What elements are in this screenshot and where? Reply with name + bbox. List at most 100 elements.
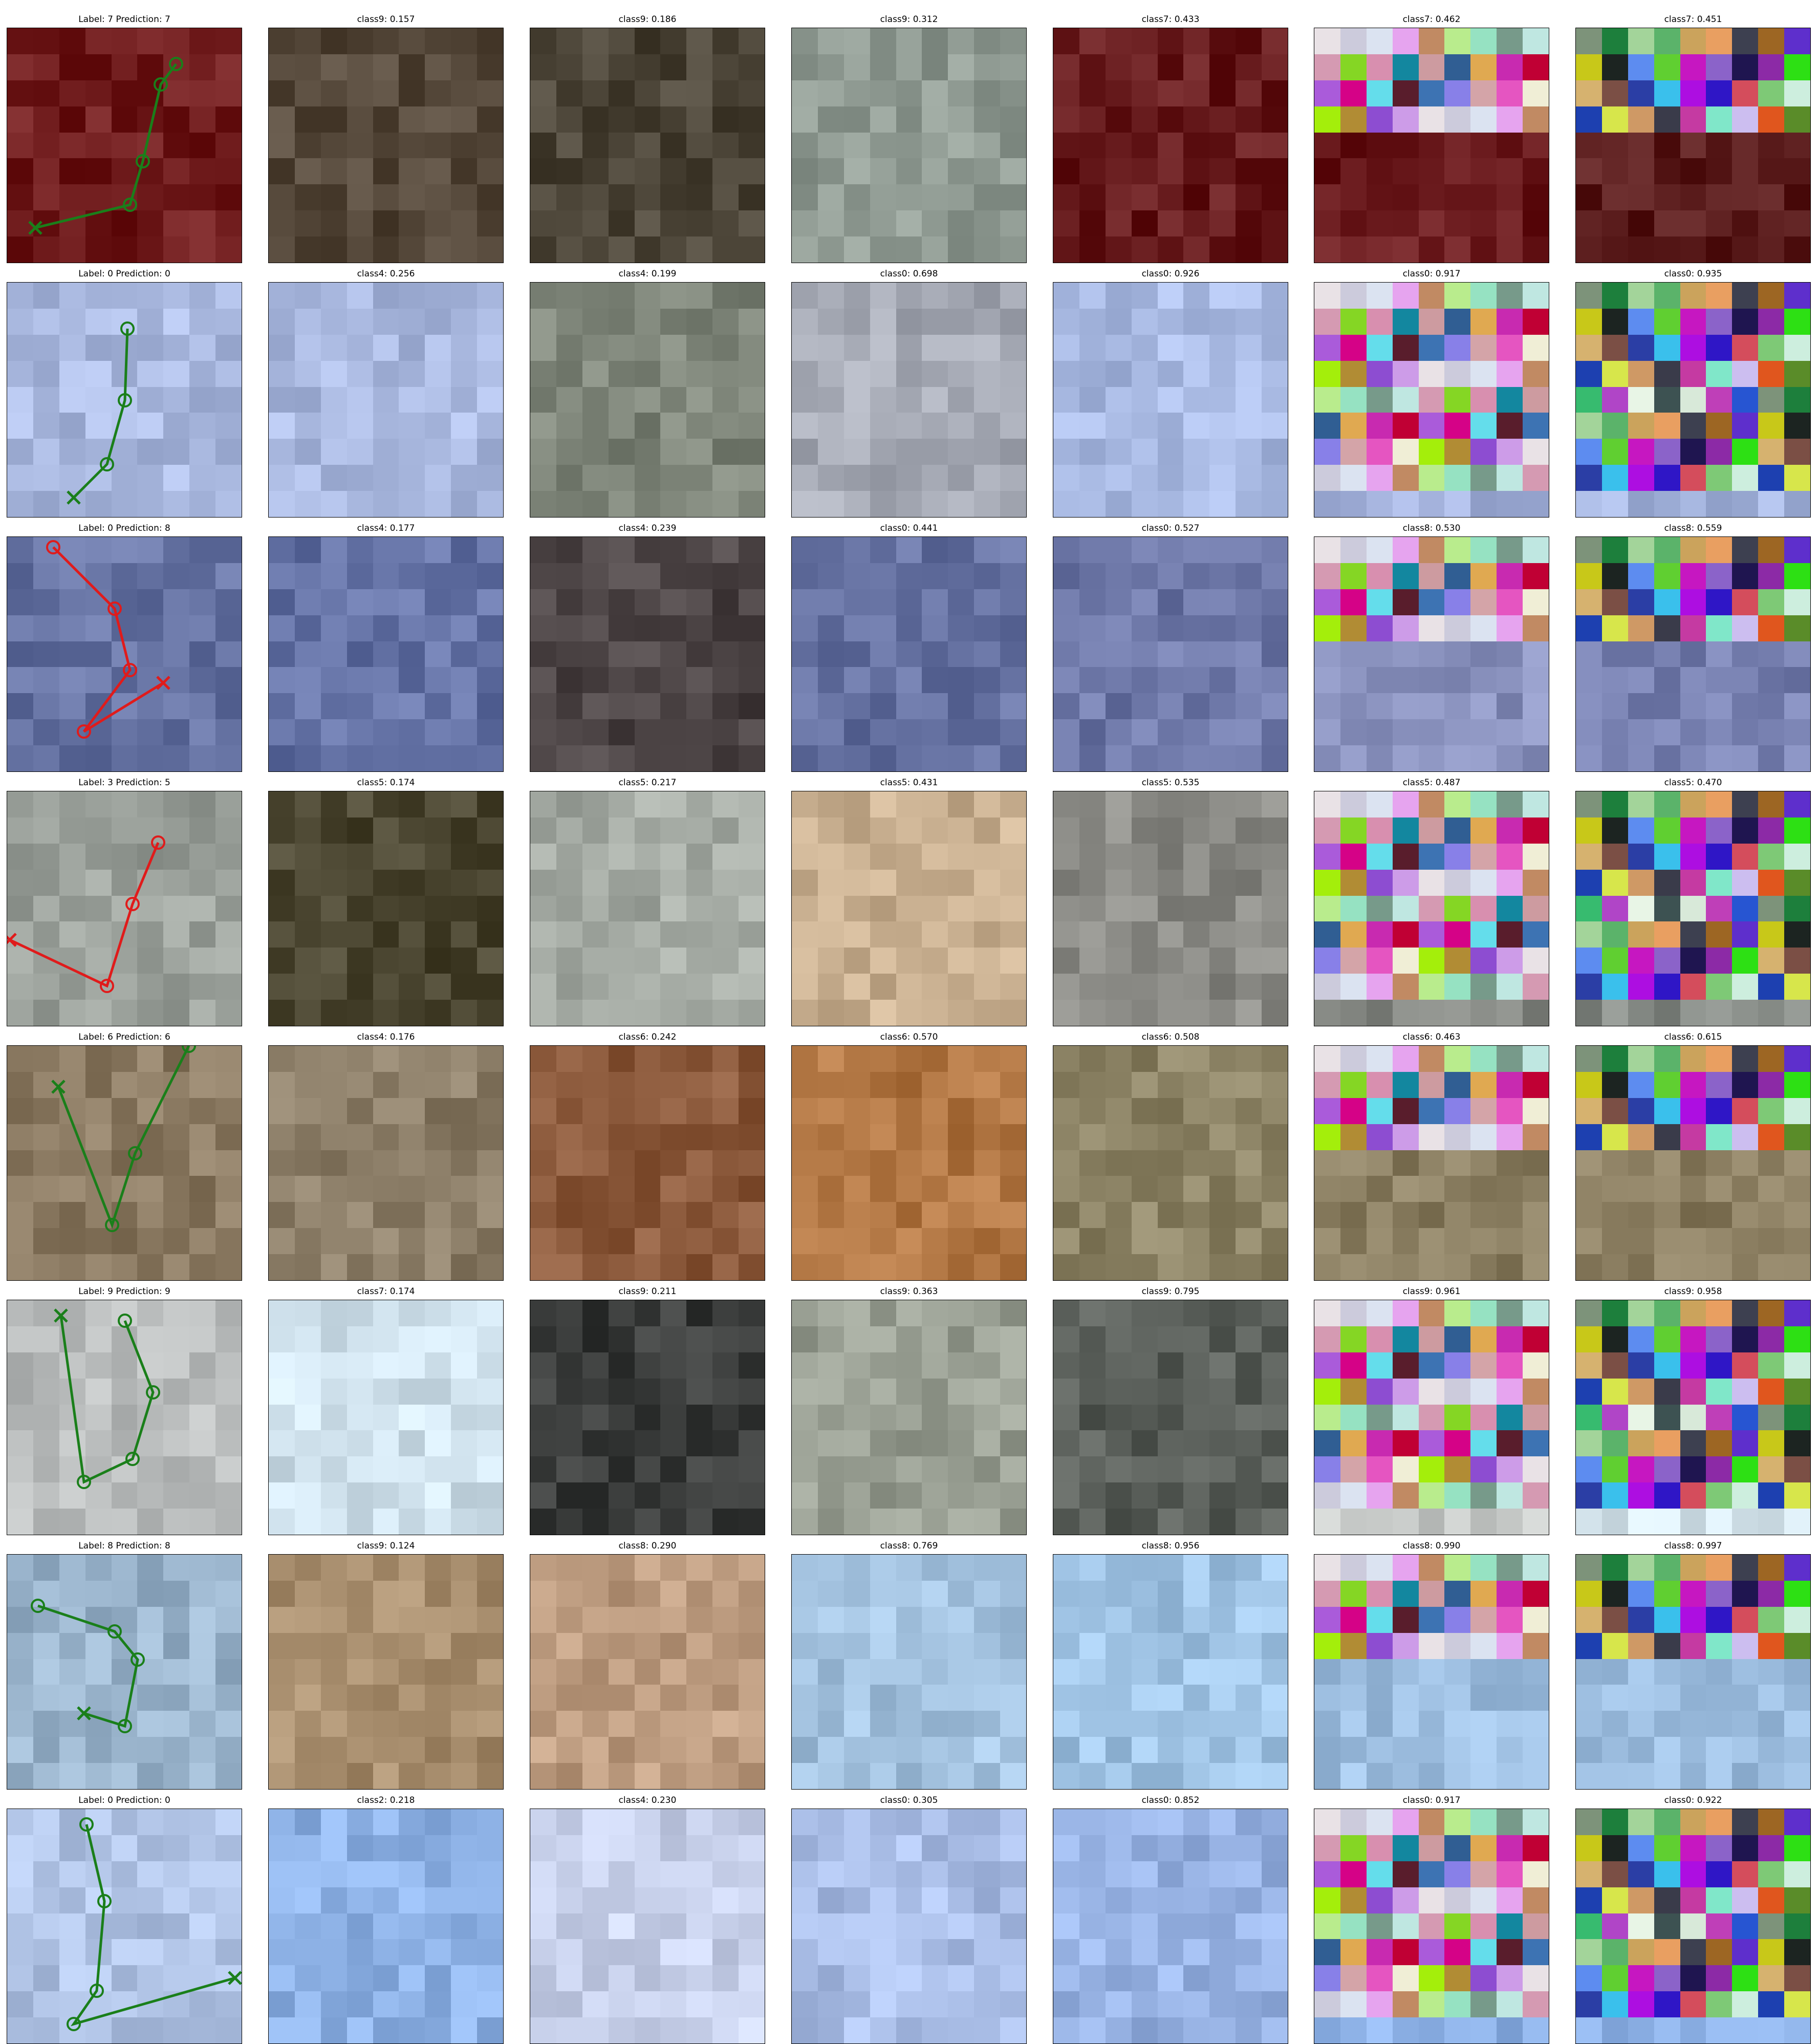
- pixel-grid: [1576, 1046, 1810, 1280]
- glimpse-image: [530, 1300, 765, 1535]
- class-score-title: class9: 0.124: [357, 1541, 415, 1551]
- glimpse-image: [268, 1554, 504, 1790]
- label-prediction-title: Label: 6 Prediction: 6: [78, 1032, 170, 1042]
- glimpse-trajectory: [51, 1046, 196, 1232]
- class-score-title: class8: 0.997: [1664, 1541, 1722, 1551]
- label-prediction-title: Label: 9 Prediction: 9: [78, 1286, 170, 1297]
- trajectory-line: [73, 328, 129, 499]
- pixel-grid: [1314, 1046, 1549, 1280]
- trajectory-line: [52, 546, 164, 733]
- glimpse-image: [530, 1045, 765, 1281]
- glimpse-image: [1575, 536, 1811, 772]
- trajectory-point-marker: [90, 1984, 104, 1998]
- trajectory-end-marker: [156, 676, 170, 690]
- pixel-grid: [7, 537, 242, 771]
- pixel-grid: [7, 791, 242, 1026]
- class-score-title: class9: 0.961: [1402, 1286, 1461, 1297]
- trajectory-end-marker: [28, 221, 42, 235]
- pixel-grid: [1053, 791, 1288, 1026]
- trajectory-point-marker: [100, 457, 114, 471]
- glimpse-trajectory: [7, 835, 165, 993]
- glimpse-image: [791, 1554, 1027, 1790]
- trajectory-line: [37, 1604, 139, 1728]
- trajectory-point-marker: [105, 1218, 119, 1232]
- class-score-title: class8: 0.530: [1402, 523, 1461, 533]
- class-score-title: class7: 0.451: [1664, 14, 1722, 25]
- trajectory-point-marker: [182, 1046, 196, 1053]
- class-score-title: class6: 0.570: [880, 1032, 938, 1042]
- class-score-title: class6: 0.508: [1141, 1032, 1200, 1042]
- glimpse-image: [530, 28, 765, 263]
- glimpse-image: [1053, 28, 1288, 263]
- trajectory-end-marker: [67, 490, 81, 505]
- glimpse-image: [791, 791, 1027, 1026]
- pixel-grid: [1314, 28, 1549, 263]
- trajectory-line: [9, 842, 160, 988]
- pixel-grid: [1053, 1300, 1288, 1535]
- trajectory-point-marker: [146, 1385, 160, 1400]
- trajectory-point-marker: [151, 835, 165, 850]
- glimpse-image: [1575, 791, 1811, 1026]
- class-score-title: class0: 0.935: [1664, 269, 1722, 279]
- glimpse-image: [791, 1809, 1027, 2044]
- class-score-title: class9: 0.211: [618, 1286, 677, 1297]
- input-image: [7, 1554, 242, 1790]
- trajectory-point-marker: [154, 77, 168, 92]
- pixel-grid: [7, 28, 242, 263]
- pixel-grid: [7, 1555, 242, 1789]
- glimpse-trajectory: [67, 321, 135, 505]
- class-score-title: class5: 0.431: [880, 778, 938, 788]
- pixel-grid: [1053, 1555, 1288, 1789]
- trajectory-point-marker: [169, 57, 183, 71]
- input-image: [7, 1809, 242, 2044]
- class-score-title: class0: 0.917: [1402, 1795, 1461, 1805]
- pixel-grid: [1576, 1809, 1810, 2043]
- glimpse-image: [791, 1300, 1027, 1535]
- class-score-title: class6: 0.242: [618, 1032, 677, 1042]
- class-score-title: class4: 0.177: [357, 523, 415, 533]
- glimpse-image: [1314, 1554, 1549, 1790]
- pixel-grid: [792, 791, 1026, 1026]
- trajectory-point-marker: [31, 1599, 45, 1613]
- pixel-grid: [1576, 283, 1810, 517]
- label-prediction-title: Label: 7 Prediction: 7: [78, 14, 170, 25]
- label-prediction-title: Label: 0 Prediction: 8: [78, 523, 170, 533]
- glimpse-trajectory: [54, 1308, 160, 1489]
- class-score-title: class6: 0.615: [1664, 1032, 1722, 1042]
- trajectory-point-marker: [77, 1475, 91, 1489]
- glimpse-trajectory: [46, 540, 170, 739]
- glimpse-image: [791, 536, 1027, 772]
- input-image: [7, 1300, 242, 1535]
- trajectory-point-marker: [67, 2017, 81, 2031]
- glimpse-image: [268, 536, 504, 772]
- pixel-grid: [530, 1300, 765, 1535]
- class-score-title: class5: 0.487: [1402, 778, 1461, 788]
- trajectory-point-marker: [77, 724, 91, 739]
- class-score-title: class4: 0.256: [357, 269, 415, 279]
- trajectory-end-marker: [7, 933, 17, 947]
- class-score-title: class0: 0.926: [1141, 269, 1200, 279]
- trajectory-end-marker: [77, 1706, 91, 1720]
- class-score-title: class9: 0.312: [880, 14, 938, 25]
- trajectory-line: [59, 1315, 155, 1484]
- class-score-title: class0: 0.698: [880, 269, 938, 279]
- class-score-title: class9: 0.958: [1664, 1286, 1722, 1297]
- class-score-title: class2: 0.218: [357, 1795, 415, 1805]
- pixel-grid: [1053, 1046, 1288, 1280]
- pixel-grid: [1576, 1555, 1810, 1789]
- pixel-grid: [530, 28, 765, 263]
- glimpse-image: [1053, 1809, 1288, 2044]
- trajectory-point-marker: [136, 154, 150, 168]
- glimpse-trajectory: [31, 1599, 145, 1733]
- class-score-title: class6: 0.463: [1402, 1032, 1461, 1042]
- class-score-title: class8: 0.956: [1141, 1541, 1200, 1551]
- pixel-grid: [530, 1809, 765, 2043]
- pixel-grid: [1576, 791, 1810, 1026]
- pixel-grid: [1053, 283, 1288, 517]
- pixel-grid: [792, 537, 1026, 771]
- pixel-grid: [269, 1046, 503, 1280]
- glimpse-image: [530, 282, 765, 518]
- pixel-grid: [269, 1300, 503, 1535]
- pixel-grid: [1314, 1555, 1549, 1789]
- class-score-title: class8: 0.559: [1664, 523, 1722, 533]
